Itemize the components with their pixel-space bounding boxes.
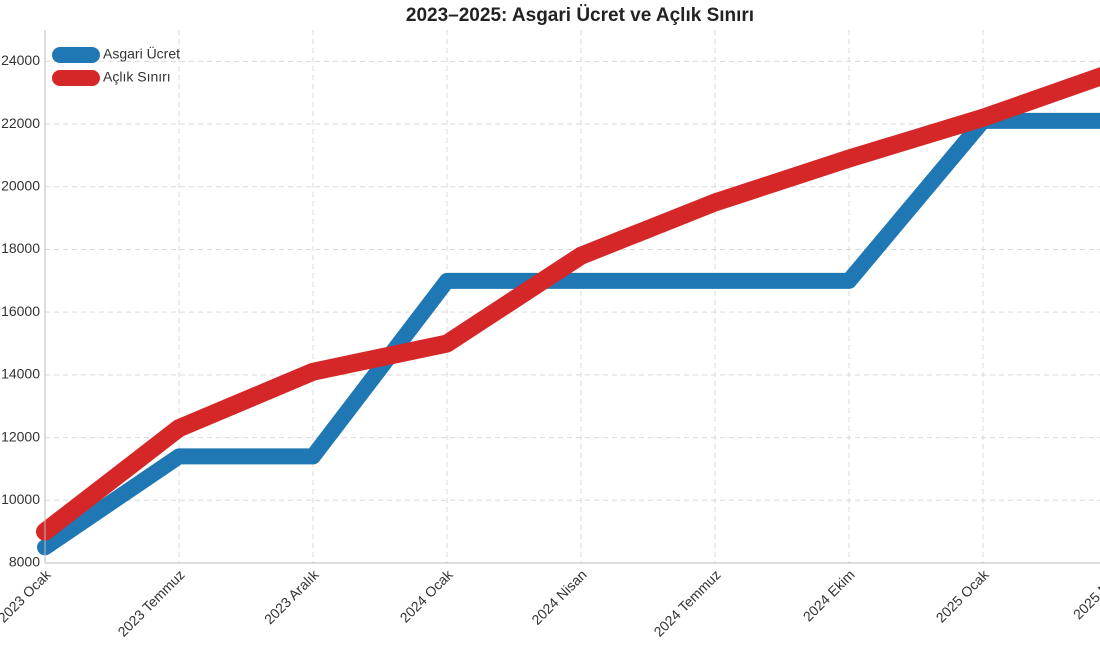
y-tick-label: 20000 [1, 177, 40, 193]
legend-label: Asgari Ücret [103, 45, 180, 62]
lines [36, 67, 1100, 556]
y-tick-label: 12000 [1, 428, 40, 444]
y-tick-label: 10000 [1, 491, 40, 507]
legend: Asgari Ücret Açlık Sınırı [52, 45, 180, 86]
series-line [37, 112, 1100, 556]
y-tick-label: 18000 [1, 240, 40, 256]
y-tick-label: 22000 [1, 115, 40, 131]
y-tick-label: 14000 [1, 366, 40, 382]
legend-label: Açlık Sınırı [103, 69, 171, 85]
y-tick-label: 8000 [9, 554, 40, 570]
chart-title: 2023–2025: Asgari Ücret ve Açlık Sınırı [406, 5, 754, 26]
y-tick-label: 16000 [1, 303, 40, 319]
y-tick-label: 24000 [1, 52, 40, 68]
series-line [36, 67, 1100, 541]
